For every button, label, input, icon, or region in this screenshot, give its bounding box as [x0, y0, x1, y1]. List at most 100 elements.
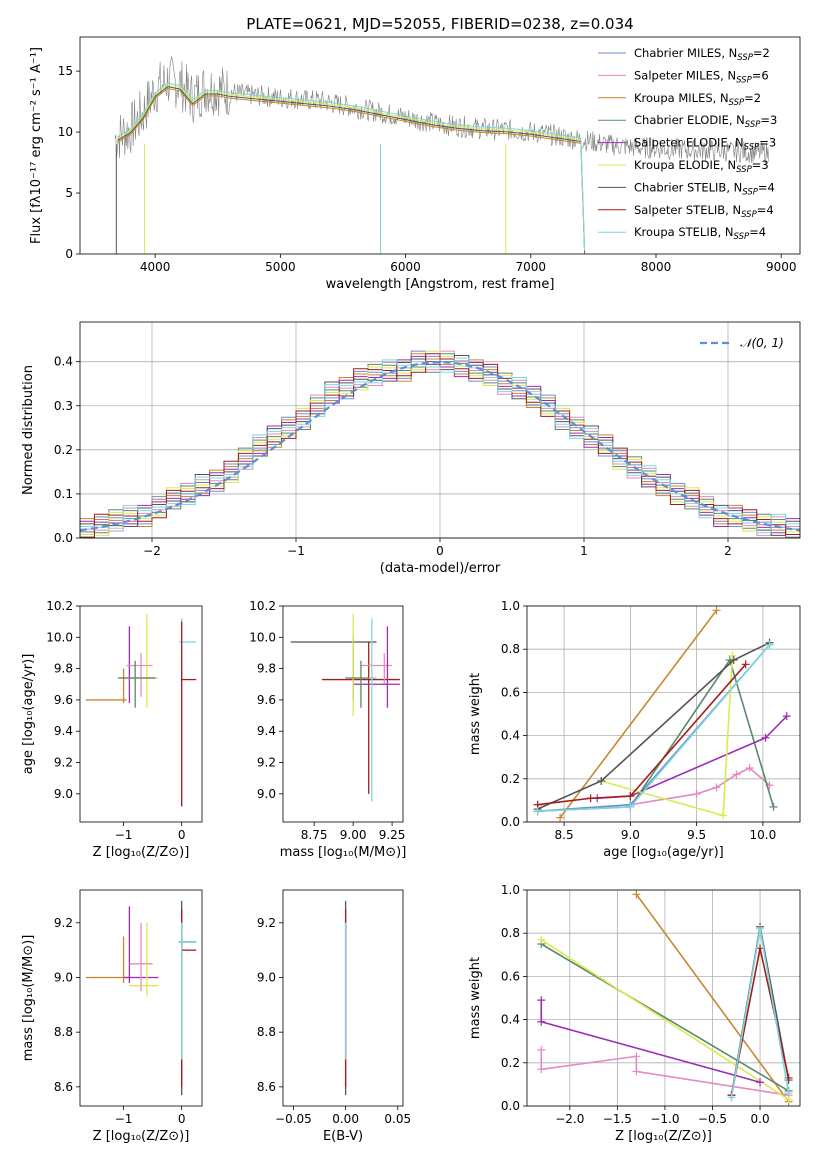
legend-sub: SSP — [736, 75, 752, 85]
x-tick-label: 0 — [178, 1112, 186, 1126]
y-tick-label: 0.4 — [501, 729, 520, 743]
y-tick-label: 0.8 — [501, 642, 520, 656]
y-tick-label: 9.2 — [257, 756, 276, 770]
mass-weight-marker — [632, 890, 641, 899]
mass-weight-marker — [556, 813, 565, 822]
x-tick-label: 1 — [580, 544, 588, 558]
mass-weight-marker — [712, 606, 721, 615]
y-tick-label: 9.2 — [54, 916, 73, 930]
panel-8: −2.0 −1.5 −1.0 −0.5 0.0 0.0 0.2 0.4 0.6 0.8 1.0 Z [… — [468, 883, 801, 1144]
y-tick-label: 0.6 — [501, 969, 520, 983]
x-tick-label: −0.05 — [275, 1112, 312, 1126]
legend-entry: Kroupa MILES, NSSP=2 — [634, 91, 761, 108]
x-axis-label: E(B-V) — [323, 1129, 363, 1144]
legend-entry: Salpeter ELODIE, NSSP=3 — [634, 136, 776, 153]
legend-suffix: =6 — [752, 68, 769, 82]
y-tick-label: 8.6 — [54, 1080, 73, 1094]
panel-1: 4000 5000 6000 7000 8000 9000 0 5 10 15 wavelength… — [29, 15, 801, 292]
axes-frame — [79, 605, 203, 823]
mass-weight-marker — [586, 794, 595, 803]
legend-label: Chabrier MILES, N — [634, 46, 737, 60]
axes-frame — [526, 605, 801, 823]
mass-weight-marker — [537, 1065, 546, 1074]
y-tick-label: 10.0 — [249, 630, 276, 644]
legend-label: Kroupa STELIB, N — [634, 225, 734, 239]
x-tick-label: 7000 — [516, 260, 547, 274]
plot-area — [85, 613, 197, 807]
x-tick-label: 0 — [436, 544, 444, 558]
mass-weight-marker — [728, 651, 737, 660]
y-tick-label: 9.6 — [54, 693, 73, 707]
plot-area — [533, 606, 791, 822]
axes-frame — [282, 889, 404, 1107]
y-tick-label: 9.8 — [54, 662, 73, 676]
x-tick-label: 0.00 — [332, 1112, 359, 1126]
y-tick-label: 9.4 — [257, 724, 276, 738]
legend-label: Salpeter STELIB, N — [634, 203, 741, 217]
mass-weight-marker — [745, 764, 754, 772]
mass-weight-marker — [533, 807, 542, 816]
mass-weight-marker — [632, 1067, 641, 1076]
y-tick-label: 0.6 — [501, 685, 520, 699]
plot-area — [537, 890, 793, 1106]
mass-weight-line-kroupa_elodie — [540, 939, 790, 1101]
x-axis-label: mass [log₁₀(M/M⊙)] — [280, 845, 407, 860]
panel-3: −1 0 9.0 9.2 9.4 9.6 9.8 10.0 10.2 Z [log₁₀(Z/Z⊙)… — [21, 599, 203, 860]
y-axis-label: age [log₁₀(age/yr)] — [21, 654, 36, 775]
plot-area — [114, 56, 769, 255]
legend-entry: Chabrier STELIB, NSSP=4 — [634, 180, 775, 197]
gridlines — [527, 605, 800, 823]
model-spectrum-chabrier_stelib — [117, 86, 586, 253]
y-tick-label: 9.2 — [257, 916, 276, 930]
panel-2: −2 −1 0 1 2 0.0 0.1 0.2 0.3 0.4 (data-model)/error… — [21, 321, 801, 576]
legend-label: Chabrier STELIB, N — [634, 180, 742, 194]
legend-label: Chabrier ELODIE, N — [634, 113, 745, 127]
legend-suffix: =4 — [749, 225, 766, 239]
legend-sub: SSP — [737, 53, 753, 63]
legend-sub: SSP — [745, 120, 761, 130]
x-tick-label: 6000 — [390, 260, 421, 274]
legend-suffix: =3 — [759, 136, 776, 150]
x-tick-label: 0 — [178, 828, 186, 842]
x-tick-label: −1.0 — [650, 1112, 679, 1126]
y-tick-label: 8.8 — [54, 1025, 73, 1039]
model-spectrum-kroupa_miles — [117, 87, 586, 255]
y-tick-label: 0.2 — [501, 772, 520, 786]
legend-sub: SSP — [729, 98, 745, 108]
y-axis-label: mass [log₁₀(M/M⊙)] — [21, 935, 36, 1062]
ticks: −2.0 −1.5 −1.0 −0.5 0.0 0.0 0.2 0.4 0.6 0.8 1.0 — [501, 883, 770, 1126]
y-tick-label: 8.6 — [257, 1080, 276, 1094]
mass-weight-marker — [756, 924, 765, 933]
legend-suffix: =2 — [753, 46, 770, 60]
mass-weight-marker — [727, 1093, 736, 1102]
y-tick-label: 9.8 — [257, 662, 276, 676]
y-tick-label: 1.0 — [501, 599, 520, 613]
mass-weight-marker — [765, 640, 774, 649]
mass-weight-line-salpeter_miles — [630, 767, 771, 806]
y-tick-label: 0.1 — [54, 487, 73, 501]
legend-entry: Kroupa STELIB, NSSP=4 — [634, 225, 766, 242]
x-axis-label: Z [log₁₀(Z/Z⊙)] — [93, 1129, 190, 1144]
legend-entry: 𝒩(0, 1) — [740, 336, 784, 350]
legend-entry: Salpeter STELIB, NSSP=4 — [634, 203, 774, 220]
y-tick-label: 9.4 — [54, 724, 73, 738]
mass-weight-marker — [692, 789, 701, 798]
axes-frame — [282, 605, 404, 823]
x-tick-label: 8000 — [641, 260, 672, 274]
y-tick-label: 0.2 — [501, 1056, 520, 1070]
y-tick-label: 0 — [65, 247, 73, 261]
y-tick-label: 10.2 — [249, 599, 276, 613]
y-tick-label: 0.2 — [54, 443, 73, 457]
x-tick-label: 9.5 — [687, 828, 706, 842]
model-spectrum-kroupa_elodie — [117, 84, 586, 251]
legend-sub: SSP — [741, 210, 757, 220]
y-tick-label: 10 — [58, 125, 73, 139]
histogram-kroupa_stelib — [79, 357, 800, 538]
legend-suffix: =3 — [760, 113, 777, 127]
y-tick-label: 9.0 — [54, 970, 73, 984]
axes-frame — [526, 889, 801, 1107]
x-axis-label: Z [log₁₀(Z/Z⊙)] — [615, 1129, 712, 1144]
x-tick-label: 4000 — [140, 260, 171, 274]
plot-area — [290, 613, 400, 802]
